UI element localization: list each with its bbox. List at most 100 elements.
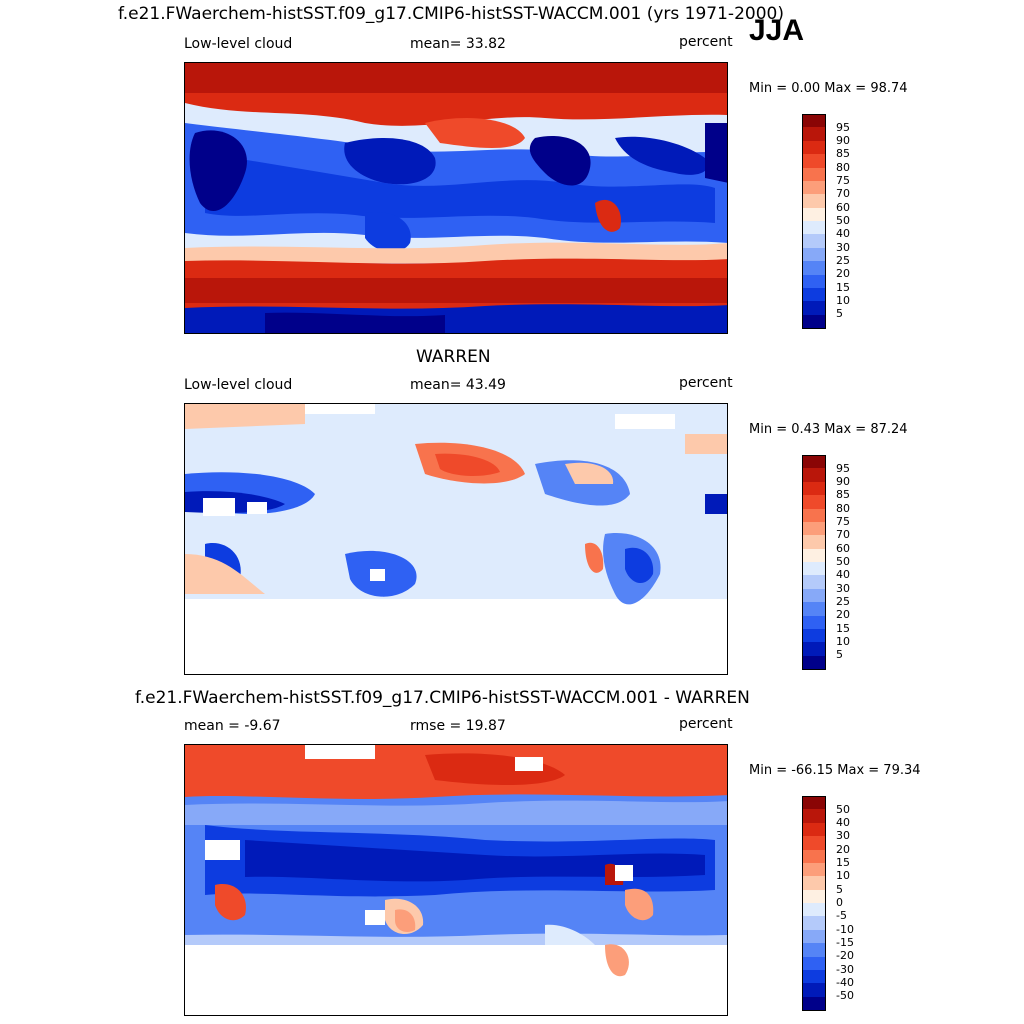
panel2-units-label: percent bbox=[679, 375, 733, 391]
colorbar-swatch bbox=[802, 261, 826, 275]
colorbar-swatch bbox=[802, 234, 826, 249]
colorbar-swatch bbox=[802, 301, 826, 316]
panel1-mean-label: mean= 33.82 bbox=[410, 36, 506, 52]
colorbar-swatch bbox=[802, 796, 826, 810]
panel1-tick-40: 40 bbox=[836, 227, 850, 240]
panel3-tick-10: 10 bbox=[836, 869, 850, 882]
colorbar-swatch bbox=[802, 548, 826, 563]
panel1-tick-70: 70 bbox=[836, 187, 850, 200]
panel2-tick-95: 95 bbox=[836, 462, 850, 475]
panel2-tick-75: 75 bbox=[836, 515, 850, 528]
colorbar-swatch bbox=[802, 983, 826, 998]
panel3-map-field bbox=[185, 745, 727, 1015]
panel3-tick-neg10: -10 bbox=[836, 923, 854, 936]
colorbar-swatch bbox=[802, 535, 826, 550]
panel1-tick-60: 60 bbox=[836, 201, 850, 214]
colorbar-swatch bbox=[802, 207, 826, 222]
colorbar-swatch bbox=[802, 274, 826, 289]
colorbar-swatch bbox=[802, 889, 826, 904]
colorbar-swatch bbox=[802, 455, 826, 469]
panel2-tick-80: 80 bbox=[836, 502, 850, 515]
panel3-tick-40: 40 bbox=[836, 816, 850, 829]
panel1-colorbar: 95 90 85 80 75 70 60 50 40 30 25 20 15 1… bbox=[802, 114, 850, 329]
panel2-tick-5: 5 bbox=[836, 648, 843, 661]
panel1-tick-25: 25 bbox=[836, 254, 850, 267]
colorbar-swatch bbox=[802, 287, 826, 302]
panel2-tick-70: 70 bbox=[836, 528, 850, 541]
colorbar-swatch bbox=[802, 508, 826, 523]
colorbar-swatch bbox=[802, 562, 826, 576]
panel1-minmax: Min = 0.00 Max = 98.74 bbox=[749, 81, 908, 96]
panel1-map bbox=[184, 62, 728, 334]
colorbar-swatch bbox=[802, 468, 826, 483]
panel1-tick-75: 75 bbox=[836, 174, 850, 187]
colorbar-swatch bbox=[802, 655, 826, 670]
colorbar-swatch bbox=[802, 956, 826, 971]
panel1-tick-80: 80 bbox=[836, 161, 850, 174]
panel2-tick-25: 25 bbox=[836, 595, 850, 608]
colorbar-swatch bbox=[802, 314, 826, 329]
panel1-tick-85: 85 bbox=[836, 147, 850, 160]
colorbar-swatch bbox=[802, 602, 826, 616]
panel3-tick-15: 15 bbox=[836, 856, 850, 869]
panel3-units-label: percent bbox=[679, 716, 733, 732]
panel3-tick-neg50: -50 bbox=[836, 989, 854, 1002]
panel2-title: WARREN bbox=[416, 347, 491, 367]
colorbar-swatch bbox=[802, 615, 826, 630]
panel1-tick-30: 30 bbox=[836, 241, 850, 254]
colorbar-swatch bbox=[802, 481, 826, 496]
panel2-minmax: Min = 0.43 Max = 87.24 bbox=[749, 422, 908, 437]
panel1-tick-95: 95 bbox=[836, 121, 850, 134]
panel3-rmse-label: rmse = 19.87 bbox=[410, 718, 506, 734]
colorbar-swatch bbox=[802, 969, 826, 984]
panel1-title: f.e21.FWaerchem-histSST.f09_g17.CMIP6-hi… bbox=[118, 4, 784, 24]
colorbar-swatch bbox=[802, 809, 826, 824]
colorbar-swatch bbox=[802, 194, 826, 209]
colorbar-swatch bbox=[802, 114, 826, 128]
colorbar-swatch bbox=[802, 628, 826, 643]
colorbar-swatch bbox=[802, 180, 826, 195]
colorbar-swatch bbox=[802, 642, 826, 657]
colorbar-swatch bbox=[802, 247, 826, 262]
panel1-map-field bbox=[185, 63, 727, 333]
colorbar-swatch bbox=[802, 167, 826, 182]
panel2-tick-85: 85 bbox=[836, 488, 850, 501]
panel1-tick-5: 5 bbox=[836, 307, 843, 320]
panel3-map bbox=[184, 744, 728, 1016]
panel2-colorbar: 95 90 85 80 75 70 60 50 40 30 25 20 15 1… bbox=[802, 455, 850, 670]
colorbar-swatch bbox=[802, 996, 826, 1011]
colorbar-swatch bbox=[802, 127, 826, 142]
colorbar-swatch bbox=[802, 575, 826, 590]
panel2-tick-30: 30 bbox=[836, 582, 850, 595]
panel1-tick-15: 15 bbox=[836, 281, 850, 294]
colorbar-swatch bbox=[802, 588, 826, 603]
colorbar-swatch bbox=[802, 929, 826, 944]
panel2-map-field bbox=[185, 404, 727, 674]
panel3-tick-neg30: -30 bbox=[836, 963, 854, 976]
panel3-tick-neg15: -15 bbox=[836, 936, 854, 949]
panel2-tick-10: 10 bbox=[836, 635, 850, 648]
colorbar-swatch bbox=[802, 221, 826, 235]
panel3-tick-neg5: -5 bbox=[836, 909, 847, 922]
colorbar-swatch bbox=[802, 876, 826, 891]
panel2-tick-20: 20 bbox=[836, 608, 850, 621]
colorbar-swatch bbox=[802, 495, 826, 509]
panel3-mean-label: mean = -9.67 bbox=[184, 718, 281, 734]
panel3-tick-neg40: -40 bbox=[836, 976, 854, 989]
panel1-tick-20: 20 bbox=[836, 267, 850, 280]
panel1-variable-label: Low-level cloud bbox=[184, 36, 293, 52]
panel3-tick-neg20: -20 bbox=[836, 949, 854, 962]
panel2-variable-label: Low-level cloud bbox=[184, 377, 293, 393]
season-label: JJA bbox=[749, 14, 805, 47]
panel1-tick-50: 50 bbox=[836, 214, 850, 227]
colorbar-swatch bbox=[802, 943, 826, 957]
panel3-tick-50: 50 bbox=[836, 803, 850, 816]
panel3-tick-0: 0 bbox=[836, 896, 843, 909]
colorbar-swatch bbox=[802, 862, 826, 877]
panel3-tick-5: 5 bbox=[836, 883, 843, 896]
panel2-mean-label: mean= 43.49 bbox=[410, 377, 506, 393]
colorbar-swatch bbox=[802, 916, 826, 931]
panel2-tick-50: 50 bbox=[836, 555, 850, 568]
panel2-tick-40: 40 bbox=[836, 568, 850, 581]
panel2-tick-15: 15 bbox=[836, 622, 850, 635]
